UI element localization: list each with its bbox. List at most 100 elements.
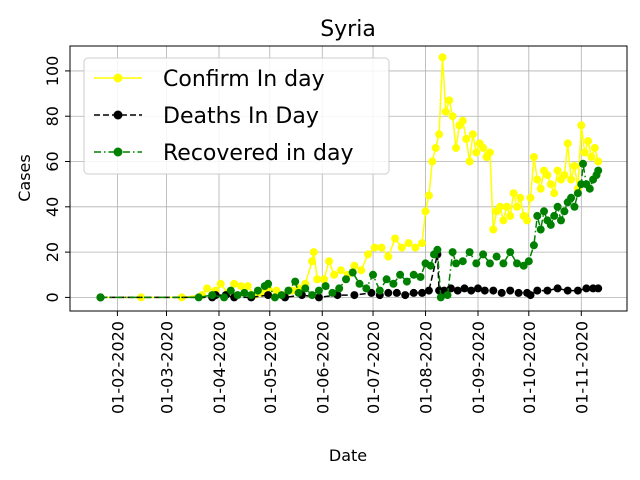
data-point	[553, 284, 562, 293]
data-point	[314, 293, 323, 302]
data-point	[536, 184, 545, 193]
data-point	[194, 293, 203, 302]
data-point	[513, 202, 521, 211]
y-axis-label: Cases	[15, 154, 34, 202]
data-point	[573, 189, 582, 198]
data-point	[264, 291, 273, 300]
data-point	[409, 270, 418, 279]
data-point	[448, 112, 457, 121]
data-point	[421, 207, 430, 216]
data-point	[573, 286, 582, 295]
data-point	[233, 291, 242, 300]
y-tick-label: 80	[43, 106, 62, 126]
data-point	[585, 184, 594, 193]
data-point	[560, 171, 569, 180]
data-point	[550, 189, 559, 198]
data-point	[516, 193, 525, 202]
plot-frame	[69, 45, 628, 312]
data-point	[577, 121, 586, 130]
data-point	[465, 157, 474, 166]
data-point	[550, 211, 559, 220]
y-tick-label: 40	[43, 197, 62, 217]
data-point	[584, 137, 593, 146]
data-point	[375, 286, 384, 295]
data-point	[546, 180, 555, 189]
legend-marker	[113, 147, 123, 157]
data-point	[362, 284, 371, 293]
data-point	[458, 116, 467, 125]
data-point	[570, 162, 579, 170]
data-point	[570, 202, 579, 211]
data-point	[594, 284, 603, 293]
data-point	[264, 279, 273, 288]
data-point	[529, 153, 538, 161]
data-point	[435, 130, 444, 139]
series-2	[96, 159, 603, 302]
data-point	[364, 250, 372, 259]
data-point	[424, 286, 433, 295]
data-point	[543, 171, 552, 180]
data-point	[590, 143, 599, 152]
data-point	[216, 279, 225, 288]
data-point	[533, 211, 542, 220]
data-point	[325, 257, 333, 266]
data-point	[474, 284, 482, 293]
data-point	[401, 291, 410, 300]
data-point	[314, 286, 323, 295]
data-point	[506, 286, 515, 295]
data-point	[567, 175, 576, 184]
data-point	[497, 288, 506, 297]
data-point	[563, 286, 572, 295]
data-point	[582, 284, 591, 293]
y-tick-label: 20	[43, 242, 62, 262]
data-point	[336, 266, 345, 275]
legend-marker	[113, 73, 123, 83]
data-point	[357, 266, 366, 275]
data-point	[402, 277, 411, 286]
legend-marker	[113, 110, 123, 120]
data-point	[480, 286, 489, 295]
x-tick-label: 01-09-2020	[469, 321, 488, 414]
data-point	[320, 275, 328, 284]
x-tick-label: 01-08-2020	[417, 321, 436, 414]
data-point	[370, 243, 379, 252]
data-point	[496, 202, 504, 211]
data-point	[416, 273, 425, 281]
x-axis-label: Date	[329, 446, 367, 465]
data-point	[436, 293, 445, 302]
data-point	[523, 216, 532, 225]
data-point	[397, 243, 406, 252]
x-tick-label: 01-11-2020	[572, 321, 591, 414]
data-point	[513, 259, 521, 268]
data-point	[433, 245, 442, 254]
data-point	[543, 286, 552, 295]
data-point	[472, 148, 481, 157]
data-point	[536, 225, 545, 234]
legend-label: Recovered in day	[163, 141, 354, 166]
x-tick-label: 01-07-2020	[364, 321, 383, 414]
x-tick-label: 01-04-2020	[210, 321, 229, 414]
data-point	[452, 259, 460, 268]
data-point	[441, 107, 450, 116]
data-point	[391, 234, 400, 243]
data-point	[348, 268, 357, 277]
x-tick-label: 01-06-2020	[313, 321, 332, 414]
y-tick-label: 60	[43, 151, 62, 171]
data-point	[253, 286, 262, 295]
data-point	[485, 259, 494, 268]
data-point	[270, 293, 279, 302]
data-point	[445, 96, 454, 105]
data-point	[335, 284, 344, 293]
data-point	[384, 252, 393, 261]
data-point	[424, 191, 433, 200]
data-point	[321, 282, 330, 291]
data-point	[392, 288, 401, 297]
data-point	[277, 291, 286, 300]
data-point	[467, 286, 476, 295]
y-tick-label: 100	[43, 56, 62, 87]
data-point	[438, 53, 447, 62]
data-point	[377, 243, 386, 252]
data-point	[465, 248, 474, 257]
data-point	[492, 252, 501, 261]
